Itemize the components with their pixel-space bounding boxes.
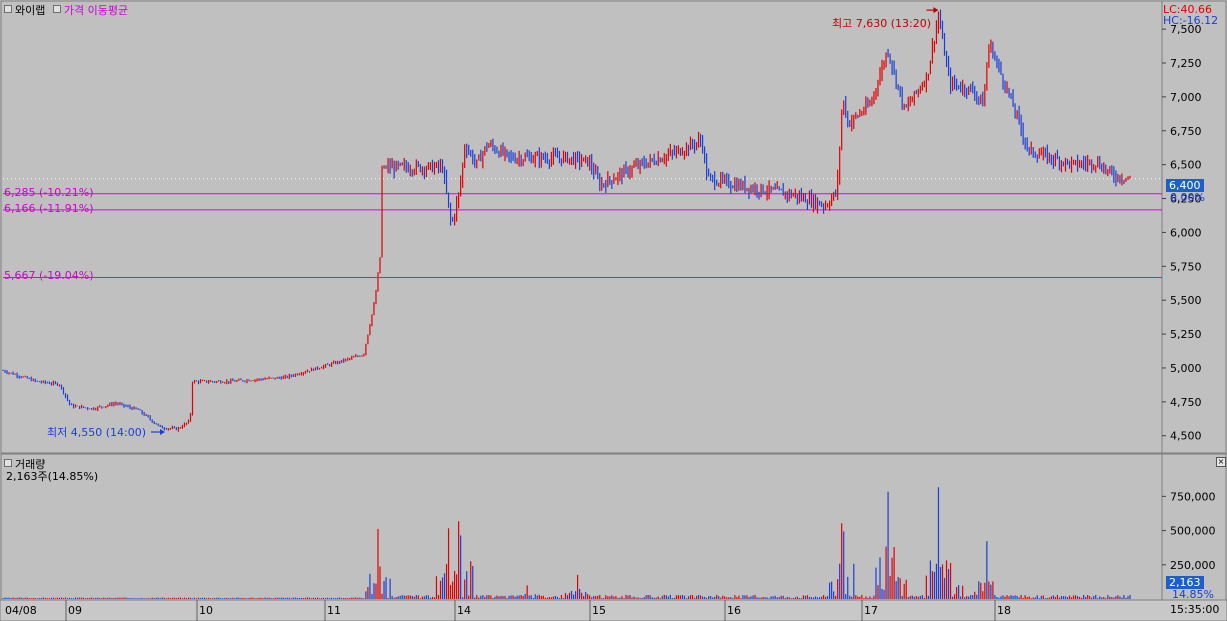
y-tick-label: 6,500 (1170, 159, 1202, 172)
y-tick-label: 6,750 (1170, 125, 1202, 138)
volume-current-badge: 2,163 (1166, 576, 1204, 589)
price-panel-frame (0, 0, 1227, 454)
volume-tick-label: 750,000 (1170, 490, 1216, 503)
volume-title: 거래량 (15, 458, 46, 471)
time-axis-bar (0, 599, 1227, 621)
legend-ma-name: 가격 이동평균 (63, 4, 129, 17)
y-tick-label: 4,500 (1170, 430, 1202, 443)
y-tick-label: 7,000 (1170, 91, 1202, 104)
volume-tick-label: 500,000 (1170, 525, 1216, 538)
x-tick-label: 09 (68, 604, 82, 617)
legend-stock-name: 와이랩 (15, 4, 46, 17)
high-arrow-head-icon (933, 7, 939, 14)
legend-square-icon (4, 5, 12, 13)
last-time-label: 15:35:00 (1170, 603, 1220, 616)
volume-pct-label: 14.85% (1172, 588, 1214, 601)
y-tick-label: 6,000 (1170, 226, 1202, 239)
close-icon[interactable]: × (1216, 457, 1226, 467)
x-tick-label: 18 (997, 604, 1011, 617)
lc-label: LC:40.66 (1163, 3, 1213, 16)
y-tick-label: 7,250 (1170, 57, 1202, 70)
y-tick-label: 4,750 (1170, 396, 1202, 409)
y-tick-label: 6,250 (1170, 193, 1202, 206)
level-label-1: 6,285 (-10.21%) (4, 186, 94, 199)
low-annotation: 최저 4,550 (14:00) (47, 426, 147, 439)
legend-square-icon (52, 5, 61, 13)
x-tick-label: 16 (727, 604, 741, 617)
x-tick-label: 15 (592, 604, 606, 617)
x-tick-label: 11 (327, 604, 341, 617)
current-price-badge: 6,400 (1166, 179, 1204, 192)
volume-subtitle: 2,163주(14.85%) (6, 470, 99, 483)
level-label-2: 6,166 (-11.91%) (4, 202, 94, 215)
y-tick-label: 5,750 (1170, 260, 1202, 273)
y-tick-label: 7,500 (1170, 23, 1202, 36)
volume-tick-label: 250,000 (1170, 559, 1216, 572)
current-pct-label: 0.00% (1170, 191, 1205, 204)
volume-panel-frame (0, 453, 1227, 601)
low-arrow-head-icon (160, 429, 165, 435)
level-label-3: 5,667 (-19.04%) (4, 269, 94, 282)
hc-label: HC:-16.12 (1163, 14, 1219, 27)
y-tick-label: 5,000 (1170, 362, 1202, 375)
volume-legend: 거래량 (4, 458, 45, 471)
legend-row: 와이랩 가격 이동평균 (4, 4, 128, 17)
x-tick-label: 10 (199, 604, 213, 617)
y-tick-label: 5,250 (1170, 328, 1202, 341)
legend-square-icon (4, 459, 12, 467)
x-tick-label: 17 (864, 604, 878, 617)
x-tick-label: 04/08 (5, 604, 37, 617)
y-tick-label: 5,500 (1170, 294, 1202, 307)
x-tick-label: 14 (457, 604, 471, 617)
high-annotation: 최고 7,630 (13:20) (832, 17, 932, 30)
